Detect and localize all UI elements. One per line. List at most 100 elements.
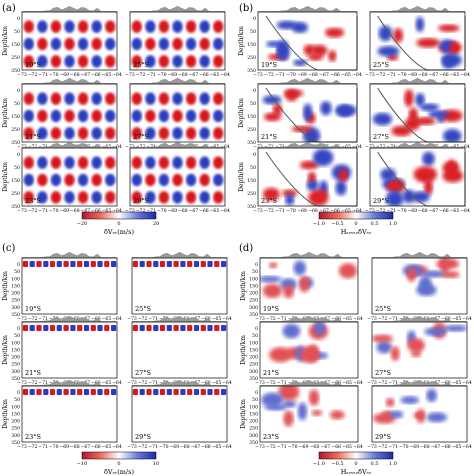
checker-cell <box>90 325 96 331</box>
x-tick-label: −72 <box>28 208 38 214</box>
checker-cell <box>91 191 102 204</box>
anomaly-blob <box>283 410 294 427</box>
x-tick-label: −68 <box>70 444 80 450</box>
panel-frame <box>131 321 228 379</box>
x-tick-label: −69 <box>407 208 417 214</box>
x-tick-label: −64 <box>112 208 122 214</box>
resolution-pattern <box>372 322 467 361</box>
x-tick-label: −68 <box>310 444 320 450</box>
x-tick-label: −64 <box>112 144 122 150</box>
subpanel: 29°S−73 −72 −71 −70 −69 −68 −67 −66 −65 −64 <box>365 141 470 214</box>
depth-tick-label: 300 <box>249 369 258 375</box>
anomaly-blob <box>428 110 449 119</box>
x-tick-label: −73 <box>365 144 375 150</box>
anomaly-blob <box>443 128 462 142</box>
checker-cell <box>180 325 186 331</box>
x-tick-label: −67 <box>80 444 90 450</box>
anomaly-blob <box>415 93 425 107</box>
latitude-label: 27°S <box>135 369 151 377</box>
x-tick-label: −65 <box>452 444 462 450</box>
checker-cell <box>64 92 75 105</box>
resolution-pattern <box>380 151 464 206</box>
depth-tick-label: 350 <box>247 204 256 210</box>
topography-profile <box>21 77 118 85</box>
x-tick-label: −65 <box>102 316 112 322</box>
x-tick-label: −72 <box>378 444 388 450</box>
depth-tick-label: 200 <box>249 291 258 297</box>
checker-cell <box>111 325 117 331</box>
checker-cell <box>187 261 193 267</box>
subpanel: 23°S−73 −72 −71 −70 −69 −68 −67 −66 −65 −64050100… <box>240 379 363 450</box>
checker-cell <box>77 325 83 331</box>
x-tick-label: −71 <box>277 380 287 386</box>
depth-tick-label: 250 <box>247 191 256 197</box>
colorbar-tick-label: −0.5 <box>331 461 343 467</box>
x-tick-label: −72 <box>266 380 276 386</box>
subpanel: 23°S−73 −72 −71 −70 −69 −68 −67 −66 −65 −64050150… <box>238 141 362 214</box>
y-axis-label: Depth/km <box>2 26 9 56</box>
depth-tick-label: 150 <box>11 42 20 48</box>
depth-tick-label: 50 <box>14 101 20 107</box>
checker-cell <box>158 191 170 204</box>
x-tick-label: −73 <box>17 72 27 78</box>
anomaly-blob <box>282 400 297 408</box>
checker-cell <box>166 389 172 395</box>
latitude-label: 25°S <box>375 305 391 313</box>
colorbar-tick-label: 0.5 <box>371 461 379 467</box>
subpanel: 29°S−73 −72 −71 −70 −69 −68 −67 −66 −65 −64 <box>367 379 472 450</box>
anomaly-blob <box>407 338 425 353</box>
depth-tick-label: 300 <box>249 305 258 311</box>
depth-tick-label: 150 <box>247 178 256 184</box>
anomaly-blob <box>406 267 417 282</box>
anomaly-blob <box>419 103 440 112</box>
checker-cell <box>29 261 35 267</box>
latitude-label: 19°S <box>25 61 41 69</box>
checker-cell <box>56 389 62 395</box>
checker-cell <box>90 389 96 395</box>
checker-cell <box>139 261 145 267</box>
checker-cell <box>213 127 224 140</box>
depth-tick-label: 0 <box>253 152 256 158</box>
panel-frame <box>371 385 468 443</box>
checker-cell <box>185 109 197 123</box>
checker-cell <box>214 261 220 267</box>
checker-cell <box>43 261 49 267</box>
resolution-pattern <box>261 386 345 427</box>
x-tick-label: −73 <box>17 380 27 386</box>
topography-profile <box>129 141 226 149</box>
x-tick-label: −71 <box>38 72 48 78</box>
anomaly-blob <box>268 262 278 269</box>
panel-frame <box>259 385 359 443</box>
anomaly-blob <box>413 166 438 183</box>
x-tick-label: −67 <box>319 208 329 214</box>
checker-cell <box>146 325 152 331</box>
anomaly-blob <box>416 284 437 296</box>
anomaly-blob <box>285 88 299 102</box>
depth-tick-label: 300 <box>11 369 20 375</box>
depth-tick-label: 100 <box>11 404 20 410</box>
topography-profile <box>257 141 358 149</box>
checker-cell <box>173 261 179 267</box>
x-tick-label: −73 <box>127 444 137 450</box>
checker-cell <box>213 55 224 68</box>
depth-tick-label: 250 <box>11 55 20 61</box>
latitude-label: 21°S <box>263 369 279 377</box>
depth-tick-label: 0 <box>255 326 258 332</box>
x-tick-label: −72 <box>266 316 276 322</box>
x-tick-label: −66 <box>199 208 209 214</box>
x-tick-label: −67 <box>188 72 198 78</box>
colorbar-tick-label: −20 <box>77 221 88 227</box>
panel-frame <box>257 11 358 71</box>
checker-cell <box>37 156 48 169</box>
anomaly-blob <box>312 148 334 167</box>
anomaly-blob <box>291 21 308 34</box>
depth-tick-label: 0 <box>255 390 258 396</box>
anomaly-blob <box>436 258 460 270</box>
subpanel: 27°S−73−72−71−70−69−68−67−66−65−64 <box>127 315 232 386</box>
checker-cell <box>145 37 156 51</box>
x-tick-label: −70 <box>397 72 407 78</box>
checker-cell <box>64 173 75 187</box>
depth-tick-label: 350 <box>11 312 20 318</box>
panel-a: (a)19°S−73 −72 −71 −70 −69 −68 −67 −66 −65 −64050… <box>2 3 230 236</box>
